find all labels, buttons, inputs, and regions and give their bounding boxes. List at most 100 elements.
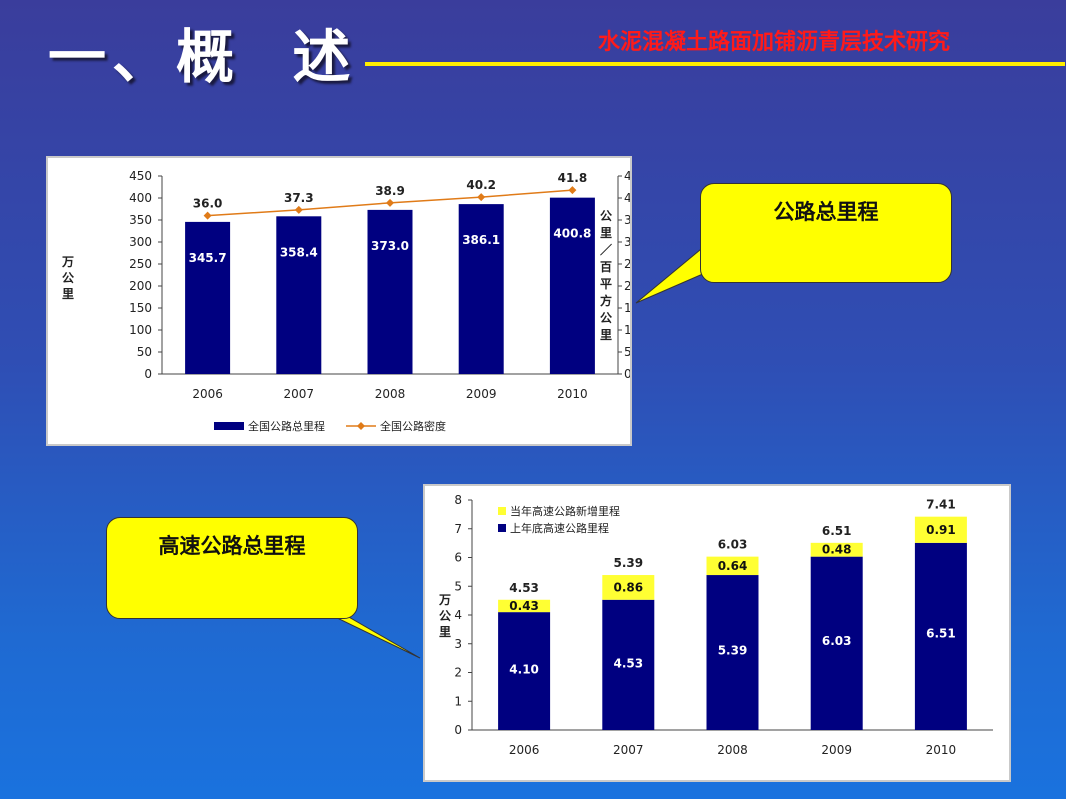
density-point-2010	[568, 186, 577, 195]
x-tick-label: 2008	[717, 743, 748, 757]
density-point-2007	[294, 205, 303, 214]
legend-label-highway: 全国公路总里程	[248, 419, 325, 433]
y-tick-label: 4	[454, 608, 462, 622]
x-tick-label: 2009	[821, 743, 852, 757]
bar-total-label: 6.51	[822, 524, 852, 538]
bar-total-label: 4.53	[509, 581, 539, 595]
bar-value-label: 345.7	[189, 251, 227, 265]
bar-value-label: 386.1	[462, 233, 500, 247]
density-value-label: 40.2	[466, 178, 496, 192]
x-tick-label: 2010	[926, 743, 957, 757]
legend-label-base: 上年底高速公路里程	[510, 521, 609, 535]
y2-tick-label: 0	[624, 367, 630, 381]
bar-value-label: 373.0	[371, 239, 409, 253]
legend-swatch-added	[498, 507, 506, 515]
bar-added-label: 0.86	[613, 580, 643, 594]
x-tick-label: 2007	[613, 743, 644, 757]
y2-tick-label: 15	[624, 301, 630, 315]
y-tick-label: 350	[129, 213, 152, 227]
density-value-label: 38.9	[375, 184, 405, 198]
y-tick-label: 50	[137, 345, 152, 359]
highway-mileage-chart-svg: 0 50 100 150 200 250 300 350 400 450 0 5 10 15 20 25 30 3…	[61, 169, 630, 433]
y-axis-title-char: 里	[439, 624, 451, 639]
y-axis-title-char: 公	[62, 271, 74, 285]
y-tick-label: 7	[454, 522, 462, 536]
bar-highway-2007	[276, 216, 322, 374]
density-value-label: 36.0	[193, 197, 223, 211]
y2-axis-title-char: 公	[600, 209, 612, 223]
y2-tick-label: 45	[624, 169, 630, 183]
y2-axis-title-char: 里	[600, 327, 612, 342]
bar-added-label: 0.48	[822, 543, 852, 557]
y-axis-title-char: 万	[438, 593, 451, 607]
bar-added-2007	[602, 575, 655, 600]
bar-base-2006	[498, 612, 551, 730]
y-tick-label: 300	[129, 235, 152, 249]
y-tick-label: 6	[454, 551, 462, 565]
bar-base-2007	[602, 599, 655, 730]
density-point-2009	[477, 193, 486, 202]
x-tick-label: 2008	[375, 387, 406, 401]
bar-highway-2008	[367, 209, 413, 374]
bar-total-label: 7.41	[926, 498, 956, 512]
expressway-mileage-chart-svg: 0 1 2 3 4 5 6 7 8 万公里 4.10 0.43 4.53 4.53 0.86 5.39 5.39…	[438, 493, 993, 757]
y-tick-label: 5	[454, 579, 462, 593]
y-tick-label: 150	[129, 301, 152, 315]
callout-expressway-total-text: 高速公路总里程	[158, 534, 306, 558]
bar-highway-2009	[458, 204, 504, 374]
y-tick-label: 400	[129, 191, 152, 205]
bar-base-label: 4.53	[613, 656, 643, 670]
bar-added-2010	[914, 516, 967, 543]
y-axis-title-char: 里	[62, 286, 74, 301]
highway-mileage-chart: 0 50 100 150 200 250 300 350 400 450 0 5 10 15 20 25 30 3…	[46, 156, 632, 446]
y2-tick-label: 5	[624, 345, 630, 359]
y2-tick-label: 25	[624, 257, 630, 271]
bar-base-2008	[706, 575, 759, 730]
y2-tick-label: 20	[624, 279, 630, 293]
expressway-mileage-chart: 0 1 2 3 4 5 6 7 8 万公里 4.10 0.43 4.53 4.53 0.86 5.39 5.39…	[423, 484, 1011, 782]
y2-axis-title-char: 公	[600, 311, 612, 325]
legend-swatch-highway	[214, 422, 244, 430]
bar-highway-2010	[549, 197, 595, 374]
x-tick-label: 2007	[284, 387, 315, 401]
y2-axis-title-char: 里	[600, 225, 612, 240]
bar-added-label: 0.91	[926, 523, 956, 537]
legend-swatch-density-marker	[357, 422, 365, 430]
density-point-2006	[203, 211, 212, 220]
y-tick-label: 450	[129, 169, 152, 183]
bar-total-label: 6.03	[718, 538, 748, 552]
bar-added-label: 0.43	[509, 599, 539, 613]
y2-tick-label: 30	[624, 235, 630, 249]
y-tick-label: 100	[129, 323, 152, 337]
y-tick-label: 8	[454, 493, 462, 507]
callout-highway-total: 公路总里程	[700, 183, 952, 283]
bar-added-2008	[706, 556, 759, 576]
density-value-label: 41.8	[558, 171, 588, 185]
y2-axis-title-char: 百	[600, 260, 612, 274]
y-tick-label: 250	[129, 257, 152, 271]
y-axis-title-char: 公	[439, 609, 451, 623]
x-tick-label: 2009	[466, 387, 497, 401]
slide-title: 一、概 述	[48, 23, 357, 91]
bar-total-label: 5.39	[613, 556, 643, 570]
y-axis-title-char: 万	[61, 255, 74, 269]
y2-tick-label: 35	[624, 213, 630, 227]
bar-value-label: 400.8	[553, 227, 591, 241]
callout-expressway-total: 高速公路总里程	[106, 517, 358, 619]
bar-added-2009	[810, 542, 863, 557]
y-tick-label: 3	[454, 637, 462, 651]
legend-swatch-base	[498, 524, 506, 532]
callout-highway-total-text: 公路总里程	[773, 200, 879, 224]
y2-axis-title-char: 方	[600, 293, 612, 308]
y-tick-label: 1	[454, 694, 462, 708]
y2-tick-label: 40	[624, 191, 630, 205]
density-point-2008	[386, 198, 394, 207]
x-tick-label: 2006	[192, 387, 223, 401]
x-tick-label: 2010	[557, 387, 588, 401]
y-tick-label: 200	[129, 279, 152, 293]
legend-label-density: 全国公路密度	[380, 419, 446, 433]
y2-axis-title-char: ／	[600, 242, 612, 257]
x-tick-label: 2006	[509, 743, 540, 757]
y-tick-label: 0	[454, 723, 462, 737]
